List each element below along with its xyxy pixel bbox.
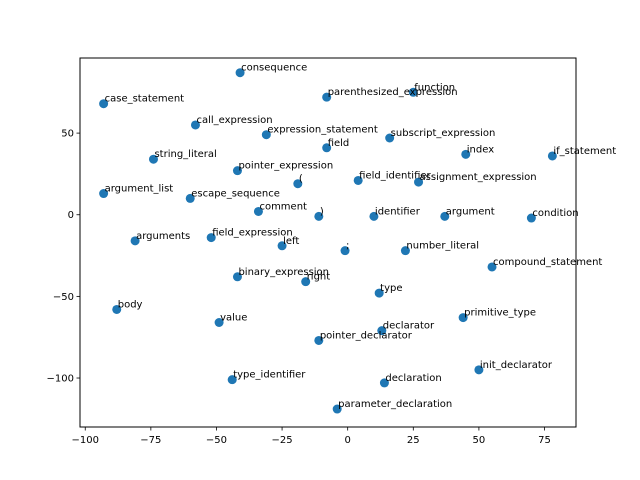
y-tick-label: −50 xyxy=(53,292,74,303)
point-label: escape_sequence xyxy=(191,188,280,199)
scatter-point xyxy=(232,272,242,282)
point-label: declaration xyxy=(385,373,441,384)
x-tick-label: −50 xyxy=(206,435,227,446)
point-label: value xyxy=(220,313,247,324)
point-label: field_identifier xyxy=(359,170,431,181)
point-label: argument xyxy=(446,206,495,217)
scatter-point xyxy=(408,87,418,97)
scatter-point xyxy=(322,92,332,102)
x-tick-label: −25 xyxy=(272,435,293,446)
scatter-point xyxy=(322,143,332,153)
y-axis-ticks: −100 −50 0 50 xyxy=(47,129,80,385)
y-tick-label: 0 xyxy=(68,210,74,221)
point-label: type xyxy=(380,283,402,294)
point-label: pointer_declarator xyxy=(320,330,413,341)
scatter-point xyxy=(130,236,140,246)
point-label: field xyxy=(328,138,350,149)
point-label: field_expression xyxy=(212,228,293,239)
x-tick-label: 75 xyxy=(538,435,551,446)
point-label: ( xyxy=(299,174,303,185)
point-label: if_statement xyxy=(553,146,616,157)
point-label: consequence xyxy=(241,63,307,74)
point-label: index xyxy=(467,144,494,155)
point-label: parenthesized_expression xyxy=(328,87,458,98)
point-labels-layer: consequence functionparenthesized_express… xyxy=(105,63,617,410)
point-label: comment xyxy=(259,201,307,212)
x-tick-label: −75 xyxy=(140,435,161,446)
point-label: identifier xyxy=(375,206,421,217)
y-tick-label: 50 xyxy=(61,129,74,140)
scatter-point xyxy=(458,313,468,323)
point-label: function xyxy=(414,82,455,93)
scatter-point xyxy=(232,166,242,176)
point-label: ; xyxy=(346,241,349,252)
scatter-point xyxy=(214,318,224,328)
point-label: argument_list xyxy=(105,184,174,195)
scatter-point xyxy=(314,211,324,221)
points-layer xyxy=(99,68,557,414)
point-label: condition xyxy=(532,208,578,219)
point-label: primitive_type xyxy=(464,308,536,319)
point-label: assignment_expression xyxy=(420,172,537,183)
point-label: body xyxy=(118,299,143,310)
point-label: binary_expression xyxy=(238,267,329,278)
point-label: ) xyxy=(320,206,324,217)
point-label: number_literal xyxy=(406,241,479,252)
x-axis-ticks: −100 −75 −50 −25 0 25 50 75 xyxy=(72,427,551,446)
scatter-point xyxy=(414,177,424,187)
scatter-point xyxy=(374,288,384,298)
scatter-point xyxy=(99,189,109,199)
point-label: expression_statement xyxy=(267,125,378,136)
x-tick-label: 0 xyxy=(344,435,350,446)
y-tick-label: −100 xyxy=(47,374,74,385)
point-label: right xyxy=(307,272,331,283)
plot-frame xyxy=(79,57,577,428)
point-label: left xyxy=(283,236,299,247)
point-label: compound_statement xyxy=(493,257,602,268)
scatter-point xyxy=(400,246,410,256)
point-label: type_identifier xyxy=(233,370,306,381)
scatter-point xyxy=(148,154,158,164)
scatter-point xyxy=(261,130,271,140)
scatter-point xyxy=(547,151,557,161)
point-label: pointer_expression xyxy=(238,161,333,172)
scatter-point xyxy=(353,175,363,185)
scatter-point xyxy=(461,149,471,159)
scatter-point xyxy=(293,179,303,189)
scatter-point xyxy=(340,246,350,256)
point-label: string_literal xyxy=(154,149,216,160)
scatter-point xyxy=(206,233,216,243)
scatter-point xyxy=(385,133,395,143)
scatter-point xyxy=(440,211,450,221)
point-label: arguments xyxy=(136,231,190,242)
scatter-point xyxy=(227,375,237,385)
x-tick-label: 25 xyxy=(407,435,420,446)
x-tick-label: 50 xyxy=(473,435,486,446)
scatter-point xyxy=(235,68,245,78)
point-label: call_expression xyxy=(196,115,272,126)
scatter-point xyxy=(369,211,379,221)
scatter-point xyxy=(474,365,484,375)
scatter-point xyxy=(314,335,324,345)
scatter-point xyxy=(487,262,497,272)
scatter-point xyxy=(112,304,122,314)
scatter-point xyxy=(277,241,287,251)
x-tick-label: −100 xyxy=(72,435,99,446)
scatter-point xyxy=(253,206,263,216)
scatter-point xyxy=(332,404,342,414)
point-label: subscript_expression xyxy=(391,128,496,139)
scatter-point xyxy=(190,120,200,130)
scatter-point xyxy=(379,378,389,388)
point-label: case_statement xyxy=(105,94,185,105)
scatter-point xyxy=(377,326,387,336)
scatter-point xyxy=(526,213,536,223)
point-label: parameter_declaration xyxy=(338,399,452,410)
scatter-point xyxy=(301,277,311,287)
scatter-point xyxy=(99,99,109,109)
scatter-point xyxy=(185,193,195,203)
point-label: init_declarator xyxy=(480,360,553,371)
point-label: declarator xyxy=(383,321,435,332)
